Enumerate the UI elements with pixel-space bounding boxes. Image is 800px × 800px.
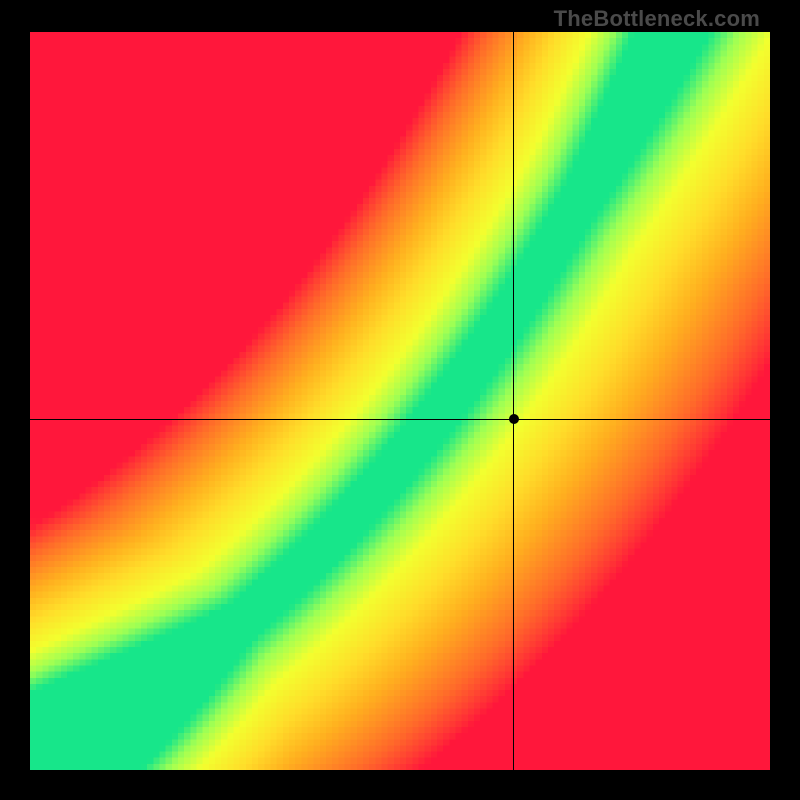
plot-area <box>30 32 770 770</box>
figure-root: { "watermark": { "text": "TheBottleneck.… <box>0 0 800 800</box>
heatmap-canvas <box>30 32 770 770</box>
crosshair-vertical <box>513 32 514 770</box>
crosshair-horizontal <box>30 419 770 420</box>
crosshair-marker <box>509 414 519 424</box>
watermark-text: TheBottleneck.com <box>554 6 760 32</box>
